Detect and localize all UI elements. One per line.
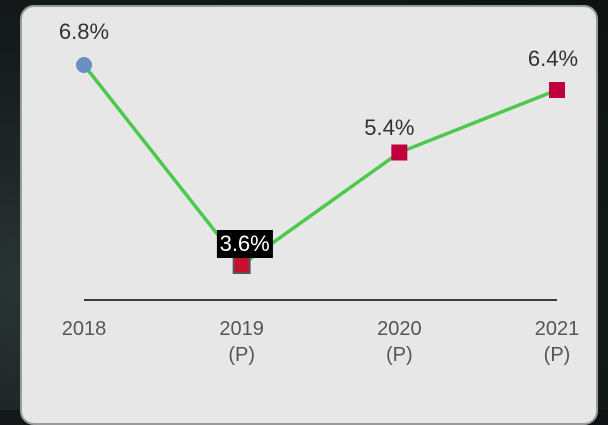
point — [232, 256, 251, 274]
data-label: 6.8% — [58, 19, 110, 44]
x-tick-label: 2018 — [61, 318, 107, 340]
data-label: 6.4% — [527, 46, 579, 71]
x-tick-label: 2019 (P) — [219, 318, 264, 366]
line — [82, 63, 558, 268]
data-label: 3.6% — [216, 230, 273, 258]
x-tick-label: 2021 (P) — [534, 318, 580, 366]
point — [391, 144, 408, 161]
x-tick-label: 2020 (P) — [377, 318, 422, 366]
chart — [76, 57, 565, 301]
data-label: 5.4% — [364, 114, 415, 140]
point — [76, 57, 92, 73]
point — [549, 82, 565, 98]
